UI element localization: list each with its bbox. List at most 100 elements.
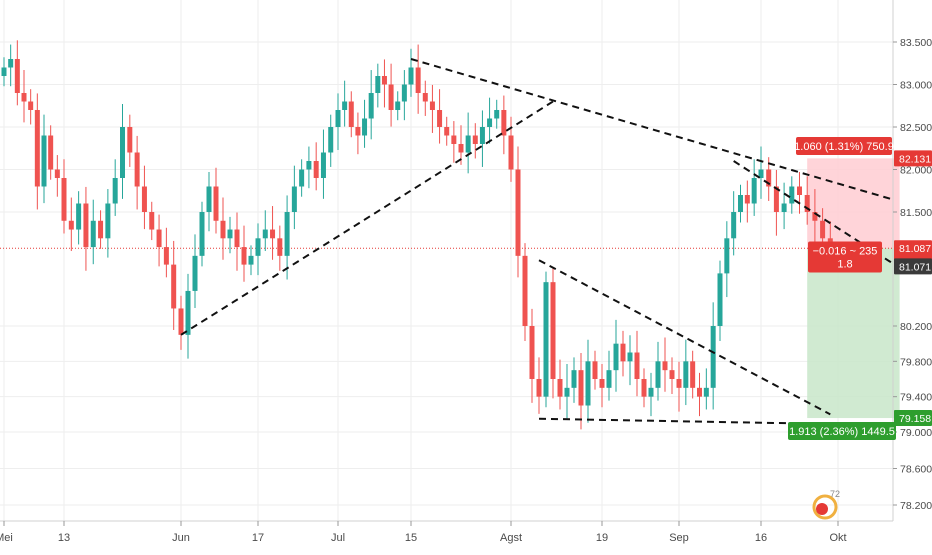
- candle[interactable]: [156, 214, 162, 267]
- candle[interactable]: [220, 197, 226, 260]
- candle[interactable]: [415, 44, 421, 114]
- candle[interactable]: [284, 195, 290, 280]
- candle[interactable]: [388, 63, 394, 127]
- candle[interactable]: [48, 125, 54, 180]
- candle[interactable]: [178, 295, 184, 350]
- candle[interactable]: [744, 180, 750, 223]
- candle[interactable]: [362, 99, 368, 148]
- candle[interactable]: [1, 57, 7, 87]
- candle[interactable]: [522, 243, 528, 342]
- candle[interactable]: [134, 135, 140, 210]
- candle[interactable]: [68, 197, 74, 252]
- candle[interactable]: [163, 227, 169, 278]
- candle[interactable]: [773, 169, 779, 236]
- target-zone-label[interactable]: 1.913 (2.36%) 1449.5: [788, 422, 896, 440]
- candle[interactable]: [751, 159, 757, 216]
- candle[interactable]: [171, 240, 177, 330]
- candle[interactable]: [697, 372, 702, 417]
- candle[interactable]: [112, 159, 118, 216]
- candle[interactable]: [627, 335, 633, 386]
- candle[interactable]: [655, 341, 661, 401]
- candle[interactable]: [83, 186, 89, 271]
- candle[interactable]: [641, 368, 647, 408]
- candle[interactable]: [192, 234, 198, 309]
- candle[interactable]: [185, 273, 191, 359]
- candle[interactable]: [683, 339, 689, 406]
- candle[interactable]: [234, 212, 240, 271]
- candle[interactable]: [61, 159, 67, 234]
- candle[interactable]: [149, 201, 155, 241]
- candle[interactable]: [21, 70, 27, 123]
- candle[interactable]: [731, 191, 737, 256]
- candle[interactable]: [270, 206, 276, 260]
- candle[interactable]: [34, 93, 40, 210]
- candle[interactable]: [501, 95, 507, 155]
- candle[interactable]: [241, 225, 247, 282]
- candle[interactable]: [669, 357, 675, 395]
- candle[interactable]: [342, 80, 348, 127]
- candle[interactable]: [262, 210, 268, 252]
- candle[interactable]: [199, 201, 205, 267]
- candle[interactable]: [320, 129, 326, 199]
- candle[interactable]: [306, 146, 312, 189]
- candle[interactable]: [479, 110, 485, 167]
- candle[interactable]: [98, 210, 104, 249]
- candle[interactable]: [429, 84, 435, 133]
- candle[interactable]: [368, 70, 374, 140]
- trend-line[interactable]: [538, 259, 831, 416]
- candle[interactable]: [620, 330, 626, 377]
- candle[interactable]: [578, 352, 584, 430]
- candle[interactable]: [277, 225, 283, 271]
- candle[interactable]: [444, 116, 450, 146]
- candle[interactable]: [408, 48, 414, 97]
- candle[interactable]: [120, 104, 125, 199]
- stop-zone-label[interactable]: 1.060 (1.31%) 750.9: [794, 137, 894, 155]
- candle[interactable]: [248, 245, 254, 276]
- candle[interactable]: [328, 114, 334, 167]
- candle[interactable]: [465, 112, 471, 174]
- candle[interactable]: [422, 80, 428, 116]
- candle[interactable]: [227, 216, 233, 254]
- candle[interactable]: [613, 319, 619, 392]
- candle[interactable]: [550, 267, 556, 399]
- candle[interactable]: [564, 363, 570, 419]
- candle[interactable]: [348, 91, 354, 138]
- candle[interactable]: [299, 159, 305, 197]
- candle[interactable]: [557, 359, 563, 410]
- candle[interactable]: [738, 184, 743, 223]
- candle[interactable]: [291, 165, 297, 230]
- candle[interactable]: [355, 112, 361, 155]
- candle[interactable]: [592, 350, 598, 390]
- candle[interactable]: [8, 44, 14, 87]
- candle[interactable]: [662, 337, 668, 392]
- candle[interactable]: [529, 308, 535, 403]
- candle[interactable]: [543, 271, 549, 408]
- candle[interactable]: [710, 302, 716, 410]
- candle[interactable]: [515, 146, 521, 278]
- candle[interactable]: [789, 176, 795, 214]
- candle[interactable]: [571, 357, 577, 403]
- candle[interactable]: [585, 339, 591, 423]
- candle[interactable]: [487, 97, 493, 144]
- candle[interactable]: [437, 89, 443, 144]
- candle[interactable]: [381, 59, 387, 108]
- candle[interactable]: [472, 123, 478, 159]
- candle[interactable]: [395, 91, 401, 121]
- trend-line[interactable]: [180, 100, 554, 336]
- candle[interactable]: [458, 125, 464, 165]
- candle[interactable]: [634, 330, 640, 397]
- candle[interactable]: [41, 114, 47, 204]
- candle[interactable]: [313, 142, 319, 191]
- candle[interactable]: [451, 121, 457, 163]
- candle[interactable]: [804, 176, 810, 225]
- candle[interactable]: [76, 191, 82, 245]
- candle[interactable]: [606, 350, 612, 401]
- candle[interactable]: [724, 221, 730, 298]
- candle[interactable]: [648, 372, 654, 417]
- candle[interactable]: [141, 165, 147, 230]
- candle[interactable]: [599, 363, 605, 408]
- candle[interactable]: [127, 114, 133, 167]
- candle[interactable]: [14, 40, 20, 106]
- candle[interactable]: [766, 157, 772, 201]
